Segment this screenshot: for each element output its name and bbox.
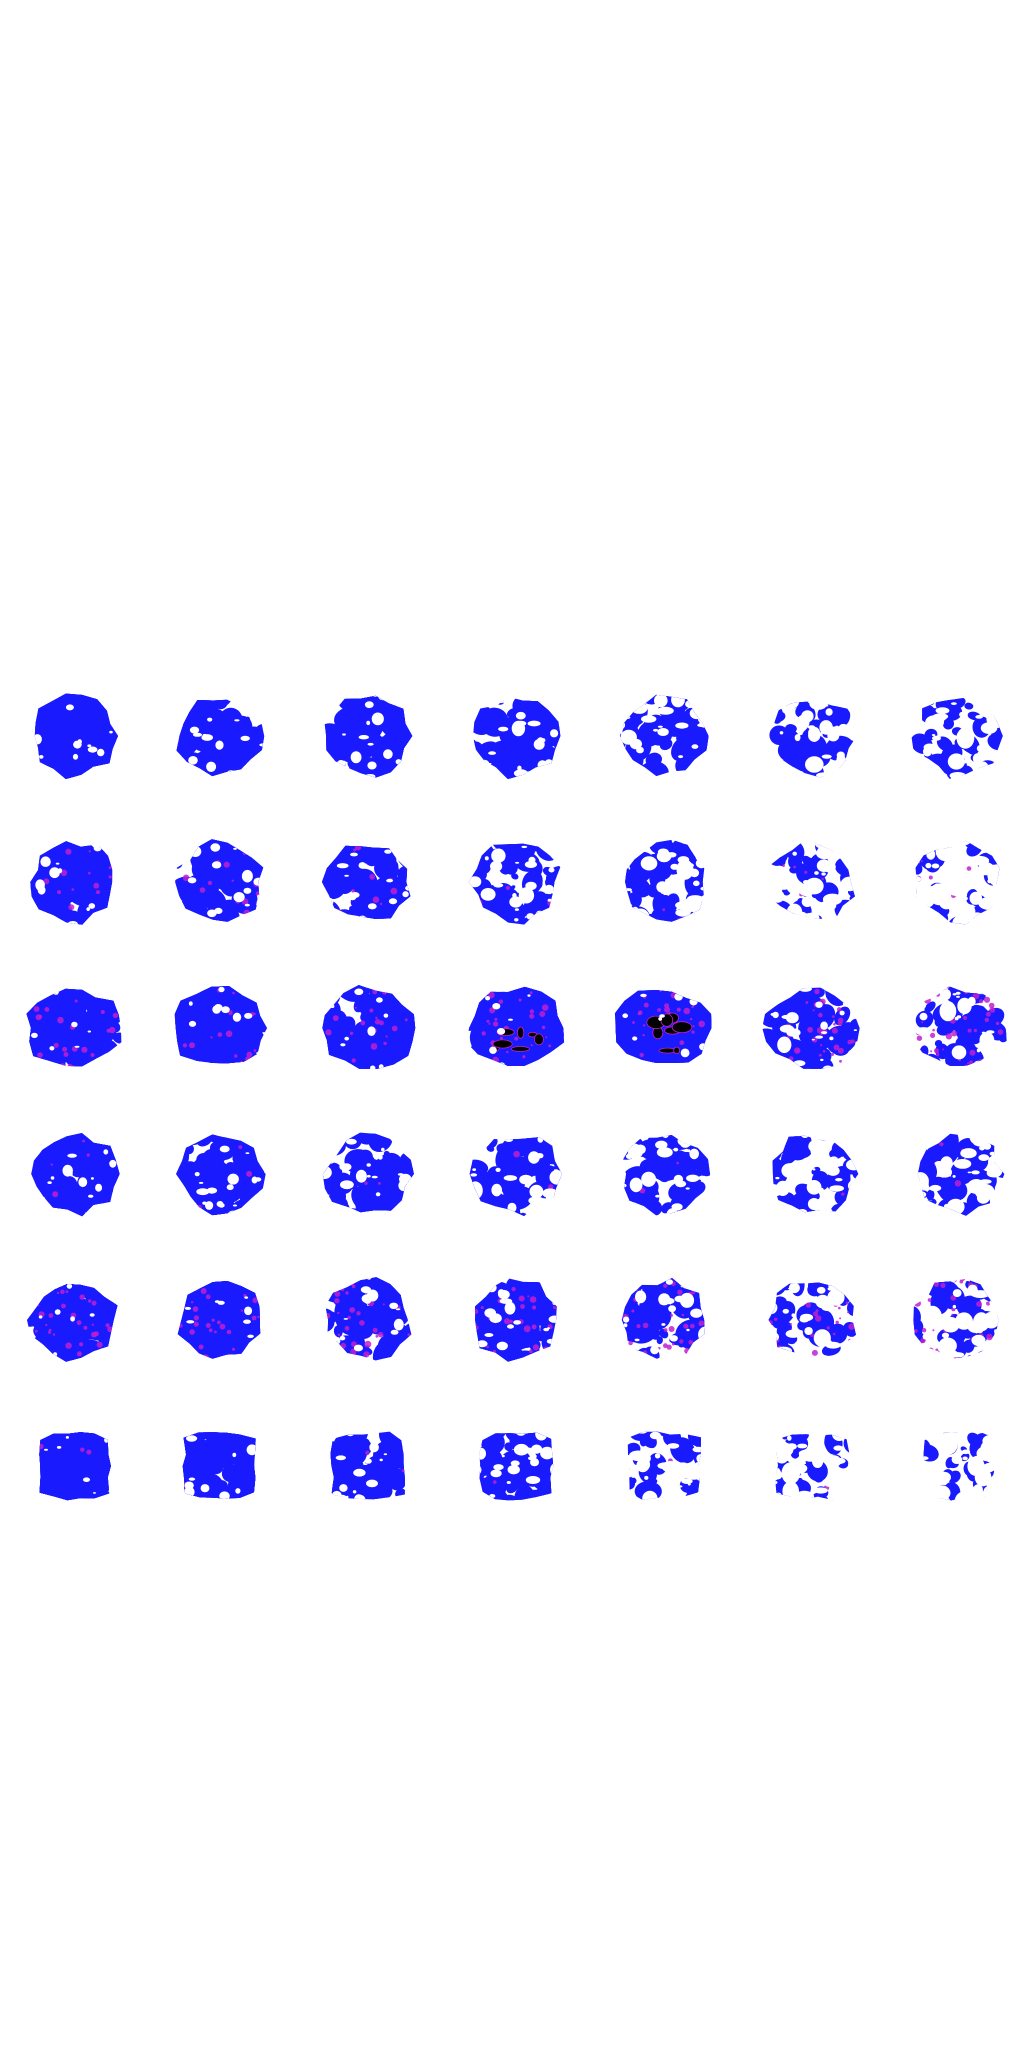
particle-texture <box>913 1278 999 1362</box>
particle-texture <box>176 1134 266 1216</box>
particle-texture <box>177 1281 261 1359</box>
particle-r6-c2 <box>182 1432 256 1499</box>
particle-r1-c6 <box>769 701 857 778</box>
particle-r2-c3 <box>321 845 411 919</box>
particle-texture <box>625 839 705 922</box>
particle-texture <box>322 985 416 1069</box>
particle-cells <box>26 693 1007 1501</box>
particle-texture <box>915 840 1000 925</box>
particle-r3-c3 <box>322 985 416 1069</box>
particle-r4-c2 <box>176 1134 266 1216</box>
particle-r1-c4 <box>473 696 561 779</box>
particle-texture <box>627 1431 701 1501</box>
particle-r5-c2 <box>177 1281 261 1359</box>
particle-texture <box>473 696 561 779</box>
particle-texture <box>321 845 411 919</box>
particle-texture <box>182 1432 256 1499</box>
particle-texture <box>330 1431 405 1500</box>
particle-r6-c5 <box>627 1431 701 1501</box>
particle-texture <box>621 1278 705 1359</box>
particle-r6-c3 <box>330 1431 405 1500</box>
particle-r5-c7 <box>913 1278 999 1362</box>
particle-r2-c7 <box>915 840 1000 925</box>
particle-texture <box>769 701 857 778</box>
particle-r5-c5 <box>621 1278 705 1359</box>
particle-r2-c5 <box>625 839 705 922</box>
